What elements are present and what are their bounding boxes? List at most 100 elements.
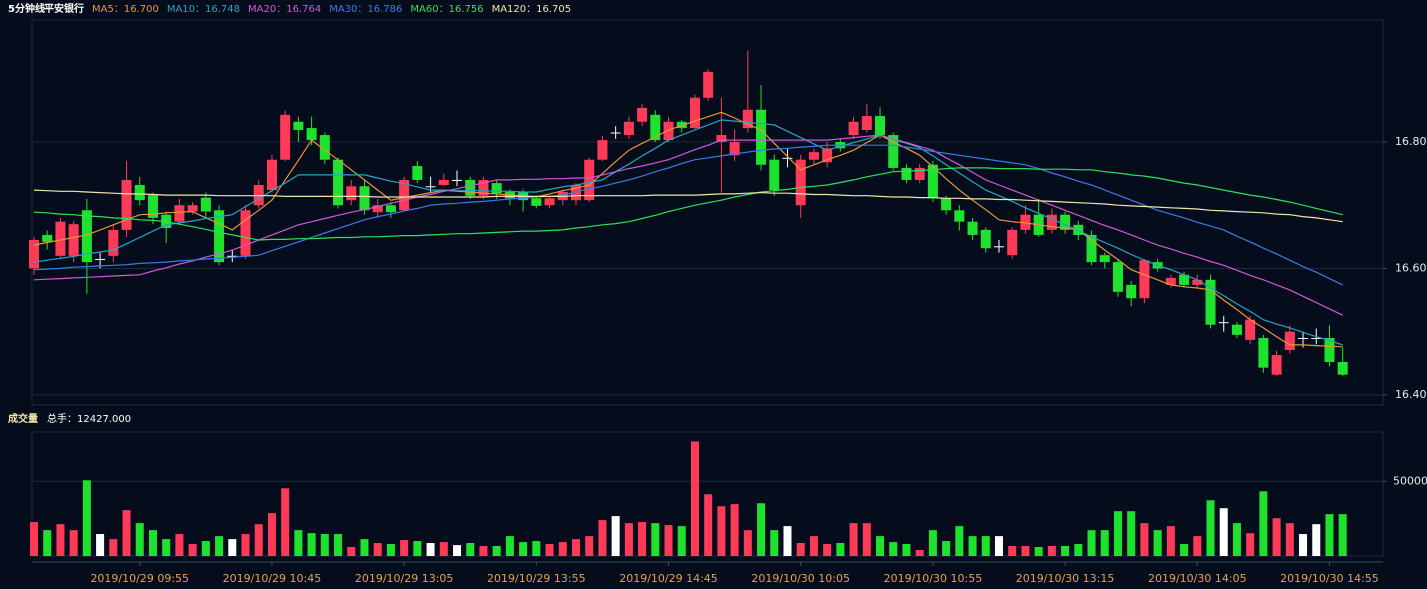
- volume-bar: [307, 533, 316, 556]
- volume-bar: [505, 536, 514, 556]
- volume-bar: [228, 539, 237, 556]
- volume-bar: [1140, 523, 1149, 556]
- volume-bar: [1166, 526, 1175, 556]
- y-tick-label: 16.40: [1395, 388, 1427, 401]
- candle-body: [1046, 214, 1057, 230]
- x-tick-label: 2019/10/30 10:55: [884, 572, 983, 585]
- volume-bar: [783, 526, 792, 556]
- volume-bar: [862, 523, 871, 556]
- volume-bar: [638, 522, 647, 556]
- candle-body: [623, 121, 634, 136]
- volume-bar: [175, 534, 184, 556]
- ma-line: [33, 189, 1343, 223]
- candle-body: [994, 246, 1004, 248]
- candle-body: [1298, 337, 1309, 339]
- volume-bar: [466, 543, 475, 556]
- volume-bar: [585, 536, 594, 556]
- volume-bar: [532, 541, 541, 556]
- volume-bar: [148, 530, 157, 556]
- candle-body: [703, 71, 714, 98]
- volume-bar: [241, 534, 250, 556]
- candle-body: [200, 197, 211, 212]
- candle-body: [769, 159, 780, 191]
- volume-bar: [876, 536, 885, 556]
- legend-entry: MA60：16.756: [410, 4, 483, 15]
- legend-entry: MA120：16.705: [492, 4, 572, 15]
- candle-body: [465, 179, 476, 196]
- candle-body: [1112, 262, 1123, 292]
- chart-title: 5分钟线: [8, 2, 45, 15]
- candle-body: [531, 198, 542, 206]
- volume-bar: [796, 543, 805, 556]
- candle-body: [822, 148, 833, 163]
- candle-body: [452, 179, 463, 181]
- candle-body: [55, 221, 66, 256]
- candle-body: [214, 210, 225, 263]
- volume-bar: [545, 544, 554, 556]
- candle-body: [1324, 337, 1335, 363]
- volume-bar: [704, 494, 713, 556]
- candle-body: [808, 152, 819, 160]
- volume-bar: [651, 523, 660, 556]
- volume-bar: [889, 542, 898, 556]
- volume-bar: [1272, 518, 1281, 556]
- candle-body: [1245, 319, 1256, 340]
- volume-bar: [215, 536, 224, 556]
- candle-body: [1007, 229, 1018, 256]
- candle-body: [1205, 279, 1216, 325]
- x-tick-label: 2019/10/29 10:45: [223, 572, 322, 585]
- x-tick-label: 2019/10/30 10:05: [751, 572, 850, 585]
- volume-bar: [1127, 511, 1136, 556]
- volume-bar: [558, 542, 567, 556]
- volume-bar: [836, 543, 845, 556]
- candle-body: [227, 255, 238, 257]
- candle-body: [425, 186, 436, 188]
- volume-bar: [479, 545, 488, 556]
- legend-entry: MA20：16.764: [248, 4, 321, 15]
- candle-body: [1099, 255, 1110, 263]
- candle-body: [610, 132, 621, 134]
- volume-bar: [1299, 534, 1308, 556]
- volume-bar: [1246, 533, 1255, 556]
- volume-bar: [373, 543, 382, 556]
- candle-body: [42, 234, 53, 242]
- candle-body: [676, 121, 687, 129]
- volume-bar: [347, 547, 356, 556]
- volume-bar: [320, 534, 329, 556]
- candle-body: [1192, 279, 1203, 285]
- volume-title: 成交量: [8, 412, 38, 425]
- x-tick-label: 2019/10/29 13:55: [487, 572, 586, 585]
- ma-line: [33, 167, 1343, 241]
- volume-bar: [254, 524, 263, 556]
- candle-body: [399, 179, 410, 211]
- candle-body: [68, 224, 79, 256]
- legend-entry: MA5：16.700: [92, 4, 159, 15]
- volume-bar: [717, 506, 726, 556]
- candle-body: [1126, 284, 1137, 299]
- candle-body: [1284, 331, 1295, 350]
- volume-bar: [624, 523, 633, 556]
- volume-bar: [664, 525, 673, 556]
- volume-bar: [201, 541, 210, 556]
- volume-bar: [1325, 514, 1334, 556]
- candle-body: [584, 159, 595, 201]
- volume-bar: [426, 543, 435, 556]
- candle-body: [597, 140, 608, 160]
- candle-body: [1060, 214, 1071, 230]
- candle-body: [491, 183, 502, 194]
- candle-body: [689, 97, 700, 129]
- candle-body: [319, 135, 330, 160]
- volume-bar: [400, 540, 409, 556]
- volume-bar: [1047, 545, 1056, 556]
- volume-bar: [1338, 514, 1347, 556]
- candle-body: [147, 195, 158, 218]
- legend-entry: MA30：16.786: [329, 4, 402, 15]
- candle-body: [306, 128, 317, 141]
- price-panel-frame: [31, 19, 1384, 406]
- y-tick-label: 16.60: [1395, 261, 1427, 274]
- y-tick-label: 50000: [1393, 474, 1427, 487]
- volume-bar: [1061, 545, 1070, 556]
- candle-body: [1086, 234, 1097, 263]
- x-tick-label: 2019/10/29 09:55: [90, 572, 189, 585]
